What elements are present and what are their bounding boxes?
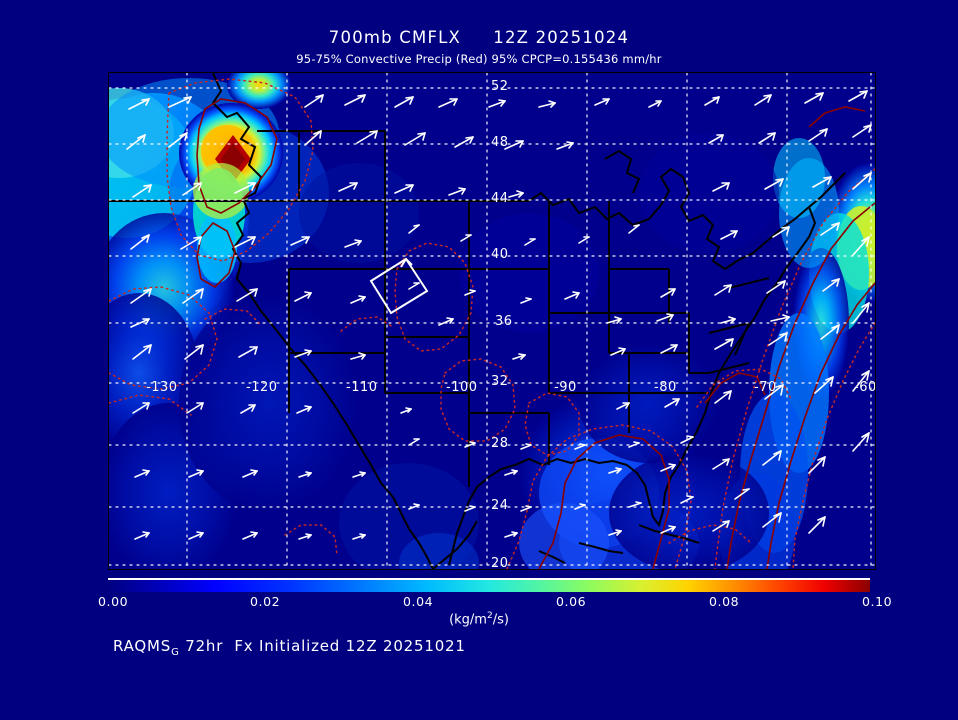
colorbar-tick-label: 0.08	[709, 594, 740, 609]
figure-caption: RAQMSG 72hr Fx Initialized 12Z 20251021	[113, 637, 466, 658]
map-panel: -130 -120 -110 -100 -90 -80 -70 -60 52 4…	[108, 72, 876, 570]
colorbar-tick-label: 0.02	[250, 594, 281, 609]
colorbar-tick-label: 0.04	[403, 594, 434, 609]
colorbar-tick-label: 0.06	[556, 594, 587, 609]
model-name: RAQMS	[113, 637, 172, 655]
units-prefix: (kg/m	[449, 612, 487, 628]
reference-wind-vector-box	[369, 257, 429, 315]
graticule	[109, 73, 875, 569]
map-boundaries	[109, 73, 846, 569]
map-raster	[109, 73, 875, 569]
caption-text: 72hr Fx Initialized 12Z 20251021	[179, 637, 466, 655]
colorbar	[108, 578, 870, 592]
colorbar-units-label: (kg/m2/s)	[0, 611, 958, 627]
chart-subtitle: 95-75% Convective Precip (Red) 95% CPCP=…	[296, 52, 662, 66]
colorbar-tick-label: 0.00	[98, 594, 129, 609]
model-subscript: G	[171, 647, 180, 658]
units-exponent: 2	[486, 611, 493, 621]
convective-precip-contours	[109, 78, 875, 569]
units-suffix: /s)	[492, 612, 509, 628]
convective-mass-flux-field	[109, 73, 875, 569]
colorbar-top-rule	[108, 578, 870, 580]
colorbar-gradient	[108, 578, 870, 592]
wind-vector-field	[126, 90, 872, 540]
chart-title: 700mb CMFLX 12Z 20251024	[328, 28, 630, 47]
colorbar-tick-label: 0.10	[862, 594, 893, 609]
